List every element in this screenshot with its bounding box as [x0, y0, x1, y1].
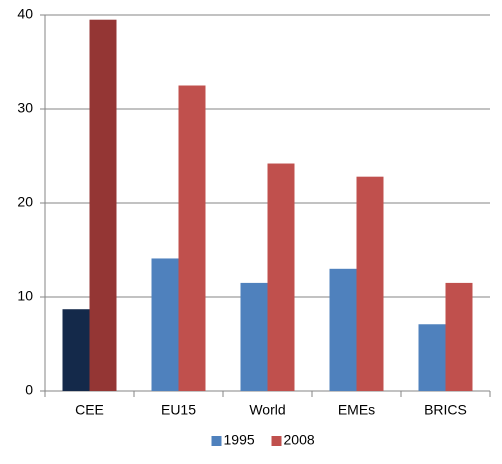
bar	[356, 176, 384, 391]
legend-label: 1995	[224, 432, 255, 448]
bar	[267, 163, 295, 391]
bar	[178, 85, 206, 391]
x-tick-label: CEE	[75, 402, 104, 418]
bar	[89, 19, 117, 391]
x-tick-label: EU15	[161, 402, 196, 418]
x-tick-label: World	[249, 402, 285, 418]
legend-label: 2008	[284, 432, 315, 448]
bar	[62, 309, 90, 391]
legend-swatch	[211, 436, 222, 446]
bar	[418, 324, 446, 391]
x-tick-label: EMEs	[338, 402, 375, 418]
bar	[240, 282, 268, 391]
x-tick-label: BRICS	[424, 402, 467, 418]
bar	[445, 282, 473, 391]
y-tick-label: 40	[17, 6, 33, 22]
y-tick-label: 0	[25, 382, 33, 398]
bar	[151, 258, 179, 391]
bar	[329, 268, 357, 391]
legend-swatch	[271, 436, 282, 446]
y-tick-label: 20	[17, 194, 33, 210]
y-tick-label: 10	[17, 288, 33, 304]
y-tick-label: 30	[17, 100, 33, 116]
